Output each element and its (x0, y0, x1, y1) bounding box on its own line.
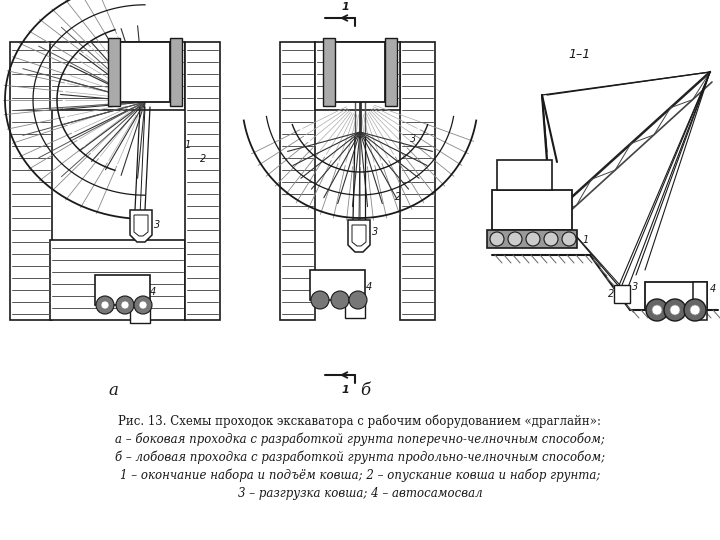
Polygon shape (185, 42, 220, 320)
Text: а – боковая проходка с разработкой грунта поперечно-челночным способом;: а – боковая проходка с разработкой грунт… (115, 433, 605, 447)
Text: 1: 1 (341, 385, 349, 395)
Text: 1: 1 (185, 140, 192, 150)
Text: Рис. 13. Схемы проходок экскаватора с рабочим оборудованием «драглайн»:: Рис. 13. Схемы проходок экскаватора с ра… (119, 415, 601, 429)
Polygon shape (280, 42, 315, 320)
Circle shape (684, 299, 706, 321)
Polygon shape (134, 215, 148, 236)
Polygon shape (50, 42, 185, 110)
Polygon shape (130, 305, 150, 323)
Circle shape (101, 301, 109, 309)
Circle shape (139, 301, 147, 309)
Circle shape (116, 296, 134, 314)
Text: б – лобовая проходка с разработкой грунта продольно-челночным способом;: б – лобовая проходка с разработкой грунт… (115, 451, 605, 464)
Circle shape (664, 299, 686, 321)
Polygon shape (130, 210, 152, 242)
Text: 3: 3 (154, 220, 161, 230)
Text: б: б (360, 382, 370, 399)
Polygon shape (120, 42, 170, 102)
Polygon shape (693, 282, 707, 320)
Text: 3: 3 (632, 282, 638, 292)
Polygon shape (645, 282, 707, 310)
Text: 1–1: 1–1 (569, 48, 591, 61)
Text: 4: 4 (366, 282, 372, 292)
Polygon shape (315, 42, 400, 110)
Polygon shape (108, 38, 120, 106)
Text: 3 – разгрузка ковша; 4 – автосамосвал: 3 – разгрузка ковша; 4 – автосамосвал (238, 487, 482, 500)
Polygon shape (497, 160, 552, 190)
Polygon shape (614, 285, 630, 303)
Polygon shape (400, 42, 435, 320)
Text: 1: 1 (341, 2, 349, 12)
Polygon shape (170, 38, 182, 106)
Circle shape (646, 299, 668, 321)
Text: 1 – окончание набора и подъём ковша; 2 – опускание ковша и набор грунта;: 1 – окончание набора и подъём ковша; 2 –… (120, 469, 600, 483)
Circle shape (526, 232, 540, 246)
Circle shape (96, 296, 114, 314)
Polygon shape (95, 275, 150, 305)
Circle shape (121, 301, 129, 309)
Polygon shape (335, 42, 385, 102)
Polygon shape (323, 38, 335, 106)
Polygon shape (487, 230, 577, 248)
Circle shape (690, 305, 700, 315)
Circle shape (349, 291, 367, 309)
Text: 4: 4 (150, 287, 156, 297)
Polygon shape (50, 240, 185, 320)
Circle shape (562, 232, 576, 246)
Polygon shape (492, 190, 572, 230)
Polygon shape (385, 38, 397, 106)
Polygon shape (310, 270, 365, 300)
Polygon shape (348, 220, 370, 252)
Text: 2: 2 (200, 154, 206, 164)
Polygon shape (352, 225, 366, 246)
Circle shape (311, 291, 329, 309)
Polygon shape (345, 300, 365, 318)
Polygon shape (10, 42, 52, 320)
Circle shape (670, 305, 680, 315)
Circle shape (490, 232, 504, 246)
Circle shape (544, 232, 558, 246)
Circle shape (508, 232, 522, 246)
Circle shape (652, 305, 662, 315)
Text: а: а (108, 382, 118, 399)
Text: 4: 4 (710, 284, 716, 294)
Circle shape (331, 291, 349, 309)
Text: 1: 1 (583, 235, 589, 245)
Text: 2: 2 (608, 289, 614, 299)
Text: 3: 3 (372, 227, 378, 237)
Text: 2: 2 (395, 192, 401, 202)
Circle shape (134, 296, 152, 314)
Text: 3: 3 (410, 134, 416, 144)
